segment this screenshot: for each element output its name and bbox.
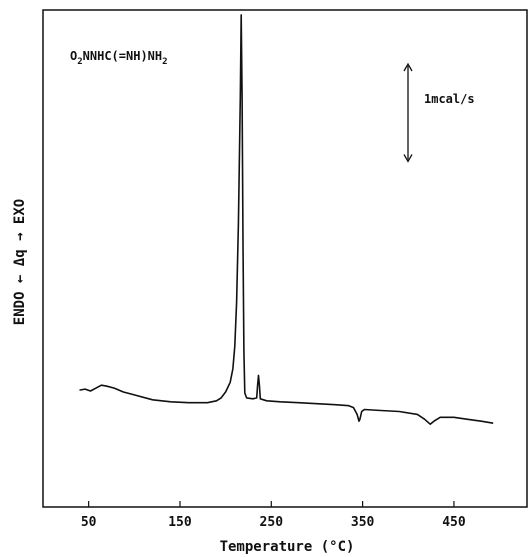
x-tick-label: 350 [351, 515, 375, 530]
scale-bar-label: 1mcal/s [424, 92, 475, 106]
x-axis-ticks: 50 150 250 350 450 [81, 501, 466, 530]
compound-label: O2NNHC(=NH)NH2 [70, 49, 168, 67]
x-tick-label: 150 [168, 515, 192, 530]
plot-frame [42, 9, 528, 508]
x-tick-label: 50 [81, 515, 97, 530]
x-tick-label: 250 [260, 515, 284, 530]
x-tick-label: 450 [442, 515, 466, 530]
x-axis-title: Temperature (°C) [220, 539, 355, 555]
scale-bar-arrow-up-icon [403, 62, 413, 72]
dsc-curve [79, 14, 494, 425]
scale-bar-arrow-down-icon [403, 154, 413, 163]
series-layer [79, 14, 494, 425]
scale-bar [403, 62, 413, 163]
y-axis-title: ENDO ← Δq → EXO [12, 199, 28, 325]
